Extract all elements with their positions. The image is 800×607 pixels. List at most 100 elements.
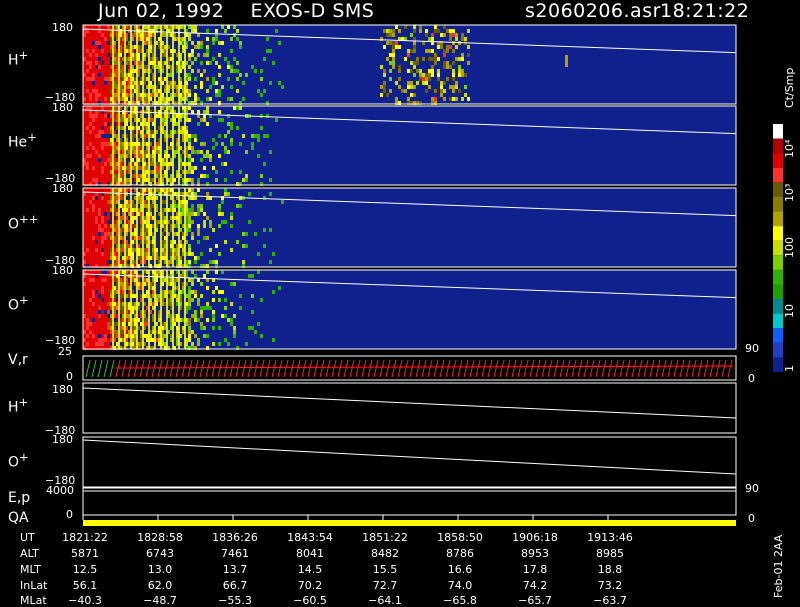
- spectrogram-cell: [113, 134, 116, 138]
- spectrogram-cell: [86, 270, 89, 274]
- spectrogram-cell: [125, 138, 128, 142]
- spectrogram-cell: [215, 89, 218, 93]
- spectrogram-cell: [83, 314, 86, 318]
- spectrogram-cell: [92, 270, 95, 274]
- spectrogram-cell: [107, 57, 110, 61]
- colorbar-segment: [773, 138, 783, 154]
- spectrogram-cell: [128, 322, 131, 326]
- spectrogram-cell: [158, 174, 161, 178]
- spectrogram-cell: [413, 93, 416, 97]
- spectrogram-cell: [209, 220, 212, 224]
- spectrogram-cell: [149, 130, 152, 134]
- spectrogram-cell: [119, 73, 122, 77]
- spectrogram-cell: [164, 33, 167, 37]
- spectrogram-cell: [194, 256, 197, 260]
- spectrogram-cell: [89, 65, 92, 69]
- vr-tick-mark: [469, 359, 475, 378]
- vr-tick-mark: [109, 359, 115, 378]
- spectrogram-cell: [116, 264, 119, 268]
- spectrogram-cell: [104, 216, 107, 220]
- spectrogram-cell: [113, 146, 116, 150]
- spectrogram-cell: [113, 182, 116, 186]
- spectrogram-cell: [275, 29, 278, 33]
- spectrogram-cell: [83, 274, 86, 278]
- spectrogram-cell: [257, 154, 260, 158]
- spectrogram-cell: [143, 302, 146, 306]
- spectrogram-cell: [110, 204, 113, 208]
- spectrogram-cell: [164, 334, 167, 338]
- spectrogram-cell: [113, 89, 116, 93]
- spectrogram-cell: [134, 294, 137, 298]
- spectrogram-cell: [152, 270, 155, 274]
- spectrogram-cell: [92, 192, 95, 196]
- spectrogram-cell: [380, 37, 383, 41]
- spectrogram-cell: [152, 204, 155, 208]
- spectrogram-cell: [116, 256, 119, 260]
- spectrogram-cell: [83, 224, 86, 228]
- spectrogram-cell: [119, 158, 122, 162]
- spectrogram-cell: [242, 244, 245, 248]
- spectrogram-cell: [182, 25, 185, 29]
- spectrogram-cell: [155, 93, 158, 97]
- spectrogram-cell: [203, 220, 206, 224]
- spectrogram-cell: [170, 73, 173, 77]
- spectrogram-cell: [149, 224, 152, 228]
- spectrogram-cell: [92, 45, 95, 49]
- spectrogram-cell: [143, 334, 146, 338]
- spectrogram-cell: [152, 326, 155, 330]
- spectrogram-cell: [140, 130, 143, 134]
- spectrogram-cell: [98, 49, 101, 53]
- spectrogram-cell: [104, 182, 107, 186]
- spectrogram-cell: [101, 314, 104, 318]
- spectrogram-cell: [92, 228, 95, 232]
- spectrogram-cell: [197, 278, 200, 282]
- spectrogram-cell: [161, 45, 164, 49]
- vr-tick-mark: [379, 359, 385, 378]
- spectrogram-cell: [101, 290, 104, 294]
- spectrogram-cell: [113, 196, 116, 200]
- spectrogram-cell: [395, 41, 398, 45]
- spectrogram-cell: [179, 264, 182, 268]
- spectrogram-cell: [83, 278, 86, 282]
- spectrogram-cell: [158, 146, 161, 150]
- spectrogram-cell: [188, 302, 191, 306]
- y-tick: −180: [45, 254, 76, 267]
- spectrogram-cell: [134, 240, 137, 244]
- spectrogram-cell: [185, 126, 188, 130]
- spectrogram-cell: [107, 73, 110, 77]
- vr-tick-mark: [115, 359, 121, 378]
- spectrogram-cell: [83, 330, 86, 334]
- spectrogram-cell: [410, 33, 413, 37]
- spectrogram-cell: [158, 77, 161, 81]
- spectrogram-cell: [101, 212, 104, 216]
- spectrogram-cell: [83, 97, 86, 101]
- spectrogram-cell: [98, 204, 101, 208]
- spectrogram-cell: [164, 252, 167, 256]
- spectrogram-cell: [89, 61, 92, 65]
- spectrogram-cell: [83, 302, 86, 306]
- spectrogram-cell: [164, 53, 167, 57]
- spectrogram-cell: [176, 174, 179, 178]
- spectrogram-cell: [110, 208, 113, 212]
- spectrogram-cell: [230, 69, 233, 73]
- spectrogram-cell: [119, 310, 122, 314]
- spectrogram-cell: [140, 208, 143, 212]
- spectrogram-cell: [419, 101, 422, 105]
- spectrogram-cell: [242, 178, 245, 182]
- spectrogram-cell: [83, 142, 86, 146]
- spectrogram-cell: [398, 85, 401, 89]
- vr-tick-mark: [505, 359, 511, 378]
- spectrogram-cell: [152, 314, 155, 318]
- spectrogram-cell: [176, 264, 179, 268]
- spectrogram-cell: [425, 77, 428, 81]
- spectrogram-cell: [83, 306, 86, 310]
- spectrogram-cell: [119, 97, 122, 101]
- spectrogram-cell: [410, 81, 413, 85]
- spectrogram-cell: [110, 228, 113, 232]
- spectrogram-cell: [449, 85, 452, 89]
- spectrogram-cell: [116, 61, 119, 65]
- spectrogram-cell: [446, 77, 449, 81]
- vr-tick-mark: [301, 359, 307, 378]
- spectrogram-cell: [113, 41, 116, 45]
- spectrogram-cell: [185, 134, 188, 138]
